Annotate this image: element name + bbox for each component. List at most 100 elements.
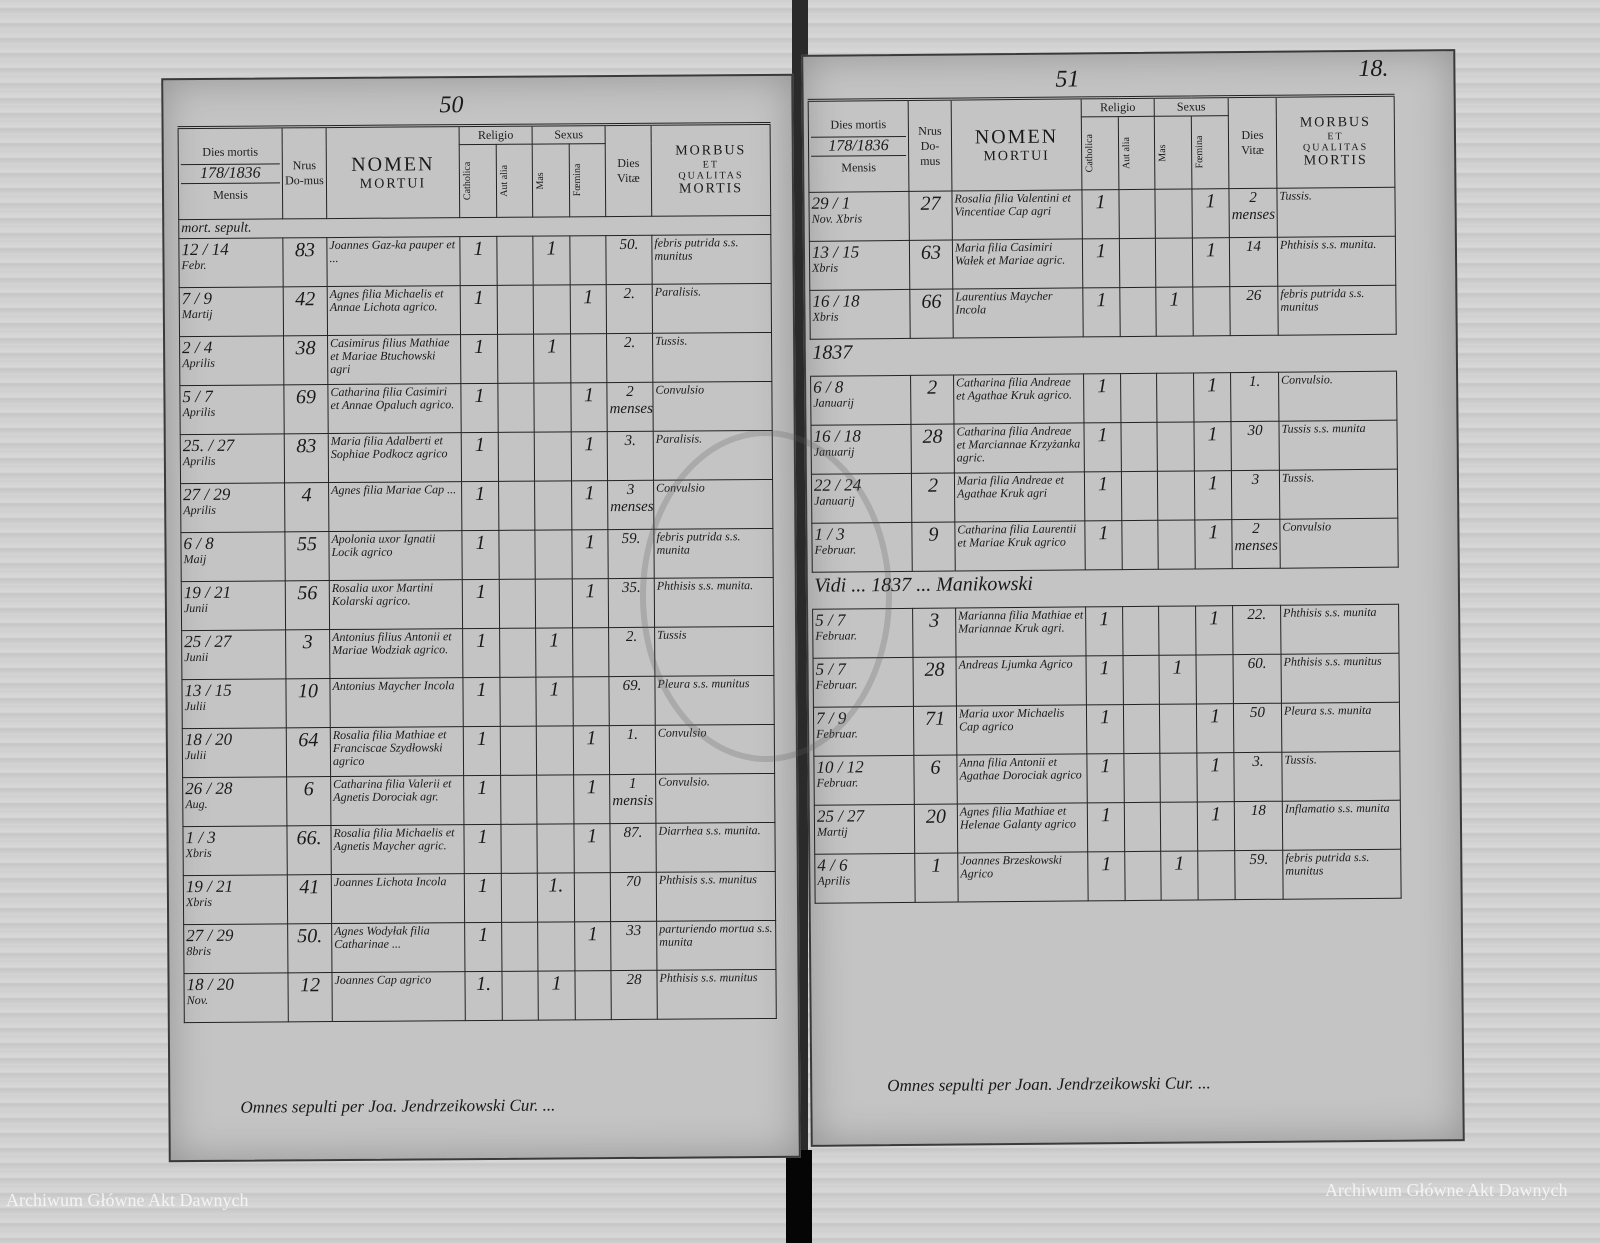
- female-mark: 1: [572, 578, 609, 628]
- female-mark: [572, 676, 610, 726]
- cause-of-death: parturiendo mortua s.s. munita: [656, 920, 776, 971]
- name-of-deceased: Rosalia filia Valentini et Vincentiae Ca…: [951, 189, 1083, 241]
- header-label: ET: [702, 159, 720, 171]
- female-mark: 1: [1196, 752, 1235, 802]
- other-religion-mark: [1123, 704, 1160, 754]
- table-row: 25 / 27 Martij 20 Agnes filia Mathiae et …: [814, 800, 1401, 855]
- death-burial-date: 25. / 27 Aprilis: [180, 433, 285, 484]
- male-mark: [1157, 519, 1196, 570]
- female-mark: 1: [574, 921, 611, 971]
- other-religion-mark: [499, 677, 537, 727]
- name-of-deceased: Maria filia Casimiri Wałek et Mariae agr…: [952, 238, 1083, 290]
- register-note: 1837: [810, 334, 1397, 377]
- cause-of-death: Convulsio: [652, 381, 773, 432]
- age: 1.: [1230, 372, 1279, 422]
- header-label: MORTIS: [678, 181, 744, 197]
- header-catholica: Catholica: [459, 144, 497, 218]
- table-row: 26 / 28 Aug. 6 Catharina filia Valerii et…: [182, 773, 775, 827]
- house-number: 10: [285, 678, 331, 728]
- catholic-mark: 1: [464, 922, 502, 972]
- header-foemina: Fœmina: [1191, 115, 1229, 189]
- age: 2 menses: [606, 382, 654, 432]
- cause-of-death: Tussis.: [1279, 469, 1398, 520]
- name-of-deceased: Joannes Cap agrico: [331, 971, 466, 1022]
- female-mark: [1197, 850, 1236, 900]
- male-mark: [535, 578, 573, 629]
- female-mark: 1: [571, 480, 608, 530]
- month: Junii: [184, 649, 209, 665]
- burial-day: 27: [847, 806, 865, 826]
- burial-day: 15: [842, 242, 860, 262]
- header-dies-mortis: Dies mortis 178/1836 Mensis: [808, 99, 909, 193]
- female-mark: 1: [573, 774, 610, 824]
- header-cause: MORBUS ET QUALITAS MORTIS: [651, 123, 771, 217]
- catholic-mark: 1: [461, 530, 500, 580]
- age: 2.: [606, 284, 653, 334]
- other-religion-mark: [1122, 606, 1160, 656]
- female-mark: [1195, 654, 1234, 704]
- other-religion-mark: [1121, 471, 1158, 521]
- name-of-deceased: Rosalia filia Michaelis et Agnetis Maych…: [330, 824, 465, 875]
- name-of-deceased: Marianna filia Mathiae et Mariannae Kruk…: [955, 606, 1087, 658]
- header-name: NOMEN MORTUI: [326, 125, 460, 219]
- age: 2 menses: [1228, 188, 1278, 238]
- burial-day: 20: [215, 729, 233, 749]
- catholic-mark: 1: [461, 481, 499, 531]
- male-mark: [1157, 470, 1195, 521]
- catholic-mark: 1: [464, 873, 502, 923]
- header-label: MORBUS: [1299, 114, 1372, 131]
- header-label: NOMEN: [351, 152, 435, 176]
- male-mark: [1159, 703, 1197, 754]
- name-of-deceased: Joannes Brzeskowski Agrico: [957, 851, 1089, 903]
- death-burial-date: 27 / 29 8bris: [183, 923, 288, 974]
- catholic-mark: 1: [460, 383, 499, 433]
- male-mark: [534, 529, 573, 580]
- burial-note: Omnes sepulti per Joan. Jendrzeikowski C…: [887, 1073, 1211, 1096]
- house-number: 71: [913, 706, 957, 756]
- death-day: 25: [816, 806, 834, 826]
- folio-number: 18.: [1358, 55, 1389, 83]
- page-number: 50: [439, 92, 464, 119]
- age: 22.: [1232, 605, 1282, 655]
- header-label: QUALITAS: [678, 170, 744, 182]
- female-mark: 1: [1193, 372, 1231, 422]
- age: 26: [1229, 286, 1279, 336]
- burial-day: 29: [216, 925, 234, 945]
- table-header: Dies mortis 178/1836 Mensis Nrus Do-mus N…: [808, 95, 1395, 193]
- death-day: 7: [181, 289, 191, 309]
- cause-of-death: Tussis.: [652, 332, 772, 383]
- cause-of-death: Phthisis s.s. munitus: [656, 871, 776, 922]
- catholic-mark: 1.: [464, 971, 503, 1021]
- table-row: 7 / 9 Martij 42 Agnes filia Michaelis et …: [179, 283, 772, 337]
- header-label: Mensis: [213, 187, 248, 202]
- catholic-mark: 1: [462, 677, 501, 727]
- female-mark: [1192, 286, 1231, 336]
- catholic-mark: 1: [1085, 606, 1124, 656]
- house-number: 41: [287, 874, 332, 924]
- age: 1.: [609, 725, 656, 775]
- header-catholica: Catholica: [1081, 116, 1119, 190]
- male-mark: 1: [533, 333, 571, 384]
- header-label: Catholica: [1083, 134, 1096, 173]
- death-burial-date: 25 / 27 Martij: [814, 804, 915, 855]
- burial-day: 3: [207, 827, 216, 847]
- age: 1 mensis: [609, 774, 656, 824]
- month: Xbris: [185, 845, 212, 861]
- header-age: Dies Vitæ: [605, 124, 652, 217]
- header-label: Fœmina: [1193, 135, 1206, 169]
- death-day: 25: [184, 631, 202, 652]
- death-day: 10: [816, 757, 834, 777]
- age: 3: [1231, 470, 1280, 520]
- age: 69.: [608, 676, 656, 726]
- catholic-mark: 1: [1081, 189, 1120, 239]
- header-label: Mas: [534, 171, 547, 190]
- header-house-number: Nrus Do-mus: [282, 126, 327, 219]
- month: Junii: [183, 600, 208, 616]
- table-row: 18 / 20 Julii 64 Rosalia filia Mathiae et…: [182, 724, 775, 778]
- death-day: 1: [185, 828, 195, 848]
- header-label: Dies mortis: [830, 117, 887, 132]
- other-religion-mark: [1119, 287, 1157, 337]
- death-burial-date: 12 / 14 Febr.: [178, 237, 284, 288]
- right-page: 51 18. Dies mortis 178/1836 Mensis Nrus D…: [801, 49, 1465, 1147]
- male-mark: 1: [1160, 850, 1199, 901]
